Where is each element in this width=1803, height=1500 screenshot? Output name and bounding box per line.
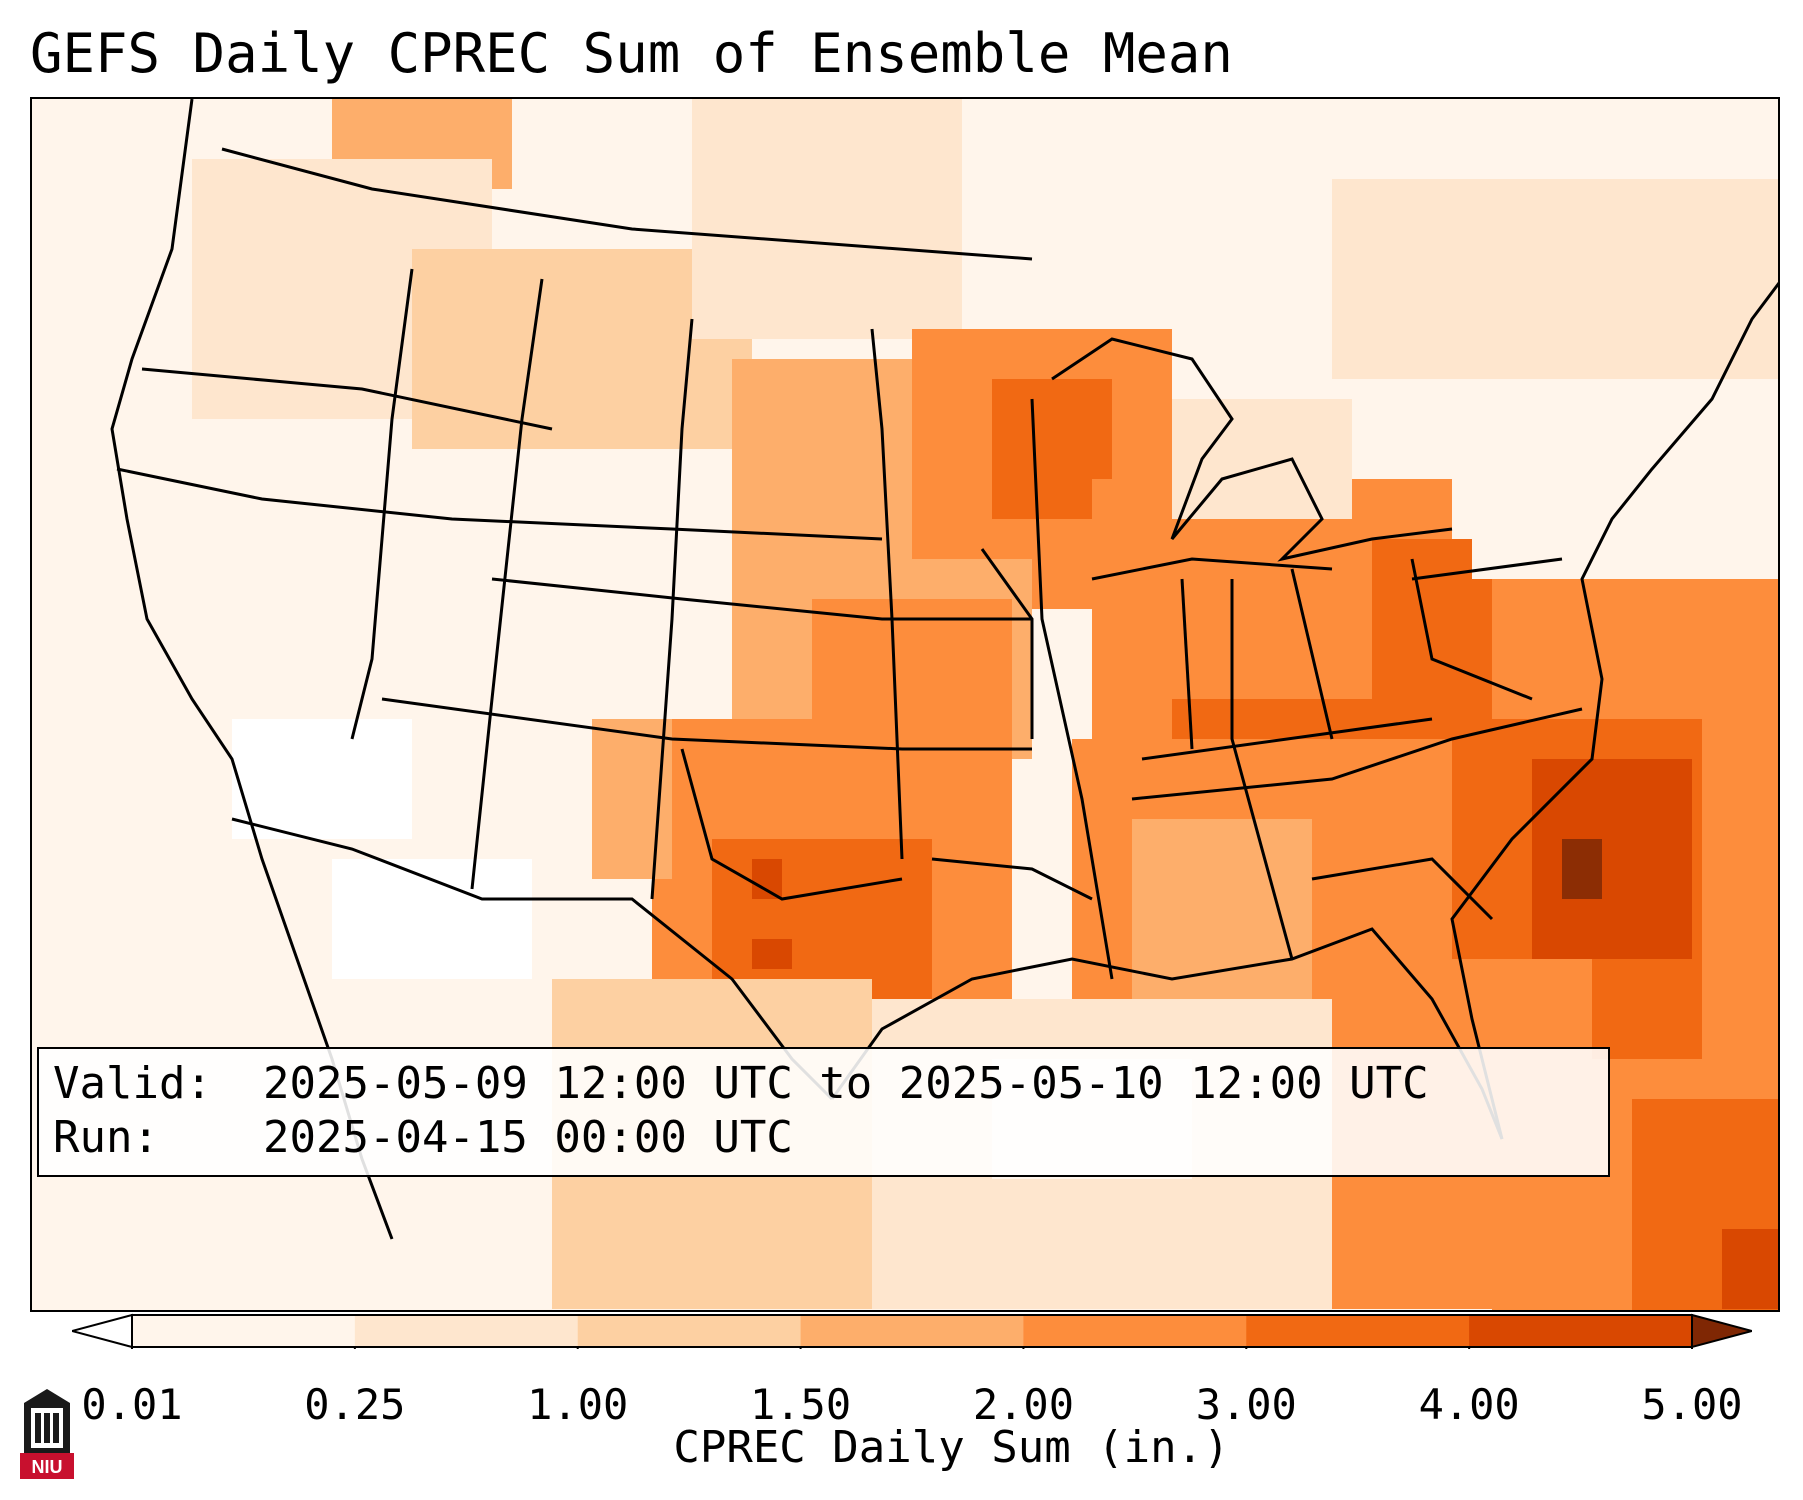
colorbar — [72, 1313, 1752, 1349]
colorbar-tick-label: 3.00 — [1195, 1380, 1297, 1429]
colorbar-under-triangle — [72, 1313, 133, 1349]
colorbar-segment — [1023, 1315, 1247, 1347]
colorbar-outline — [131, 1314, 1693, 1348]
colorbar-tick-label: 5.00 — [1641, 1380, 1743, 1429]
svg-text:NIU: NIU — [32, 1457, 63, 1477]
colorbar-segment — [132, 1315, 356, 1347]
colorbar-tick-label: 1.50 — [749, 1380, 852, 1429]
colorbar-tick-label: 2.00 — [972, 1380, 1074, 1429]
colorbar-label: CPREC Daily Sum (in.) — [673, 1422, 1230, 1473]
run-line: Run: 2025-04-15 00:00 UTC — [53, 1111, 1594, 1165]
colorbar-segment — [1246, 1315, 1470, 1347]
colorbar-segment — [354, 1315, 579, 1347]
colorbar-segment — [1469, 1315, 1693, 1347]
colorbar-tick-label: 0.01 — [81, 1380, 183, 1429]
run-value: 2025-04-15 00:00 UTC — [263, 1112, 793, 1163]
map-title: GEFS Daily CPREC Sum of Ensemble Mean — [30, 22, 1233, 85]
niu-logo: NIU — [20, 1389, 74, 1479]
valid-run-info-box: Valid: 2025-05-09 12:00 UTC to 2025-05-1… — [37, 1047, 1610, 1177]
valid-line: Valid: 2025-05-09 12:00 UTC to 2025-05-1… — [53, 1057, 1594, 1111]
boundary-lines — [110, 99, 1778, 1240]
colorbar-tick-label: 4.00 — [1418, 1380, 1520, 1429]
colorbar-tick-label: 0.25 — [304, 1380, 406, 1429]
colorbar-ticks: 0.01 0.25 1.00 1.50 2.00 3.00 4.00 5.00 — [0, 1380, 1803, 1440]
colorbar-over-triangle — [1691, 1313, 1752, 1349]
valid-value: 2025-05-09 12:00 UTC to 2025-05-10 12:00… — [263, 1058, 1429, 1109]
colorbar-tick-label: 1.00 — [527, 1380, 629, 1429]
run-key: Run: — [53, 1112, 159, 1163]
colorbar-segment — [800, 1315, 1024, 1347]
colorbar-segment — [577, 1315, 802, 1347]
valid-key: Valid: — [53, 1058, 212, 1109]
